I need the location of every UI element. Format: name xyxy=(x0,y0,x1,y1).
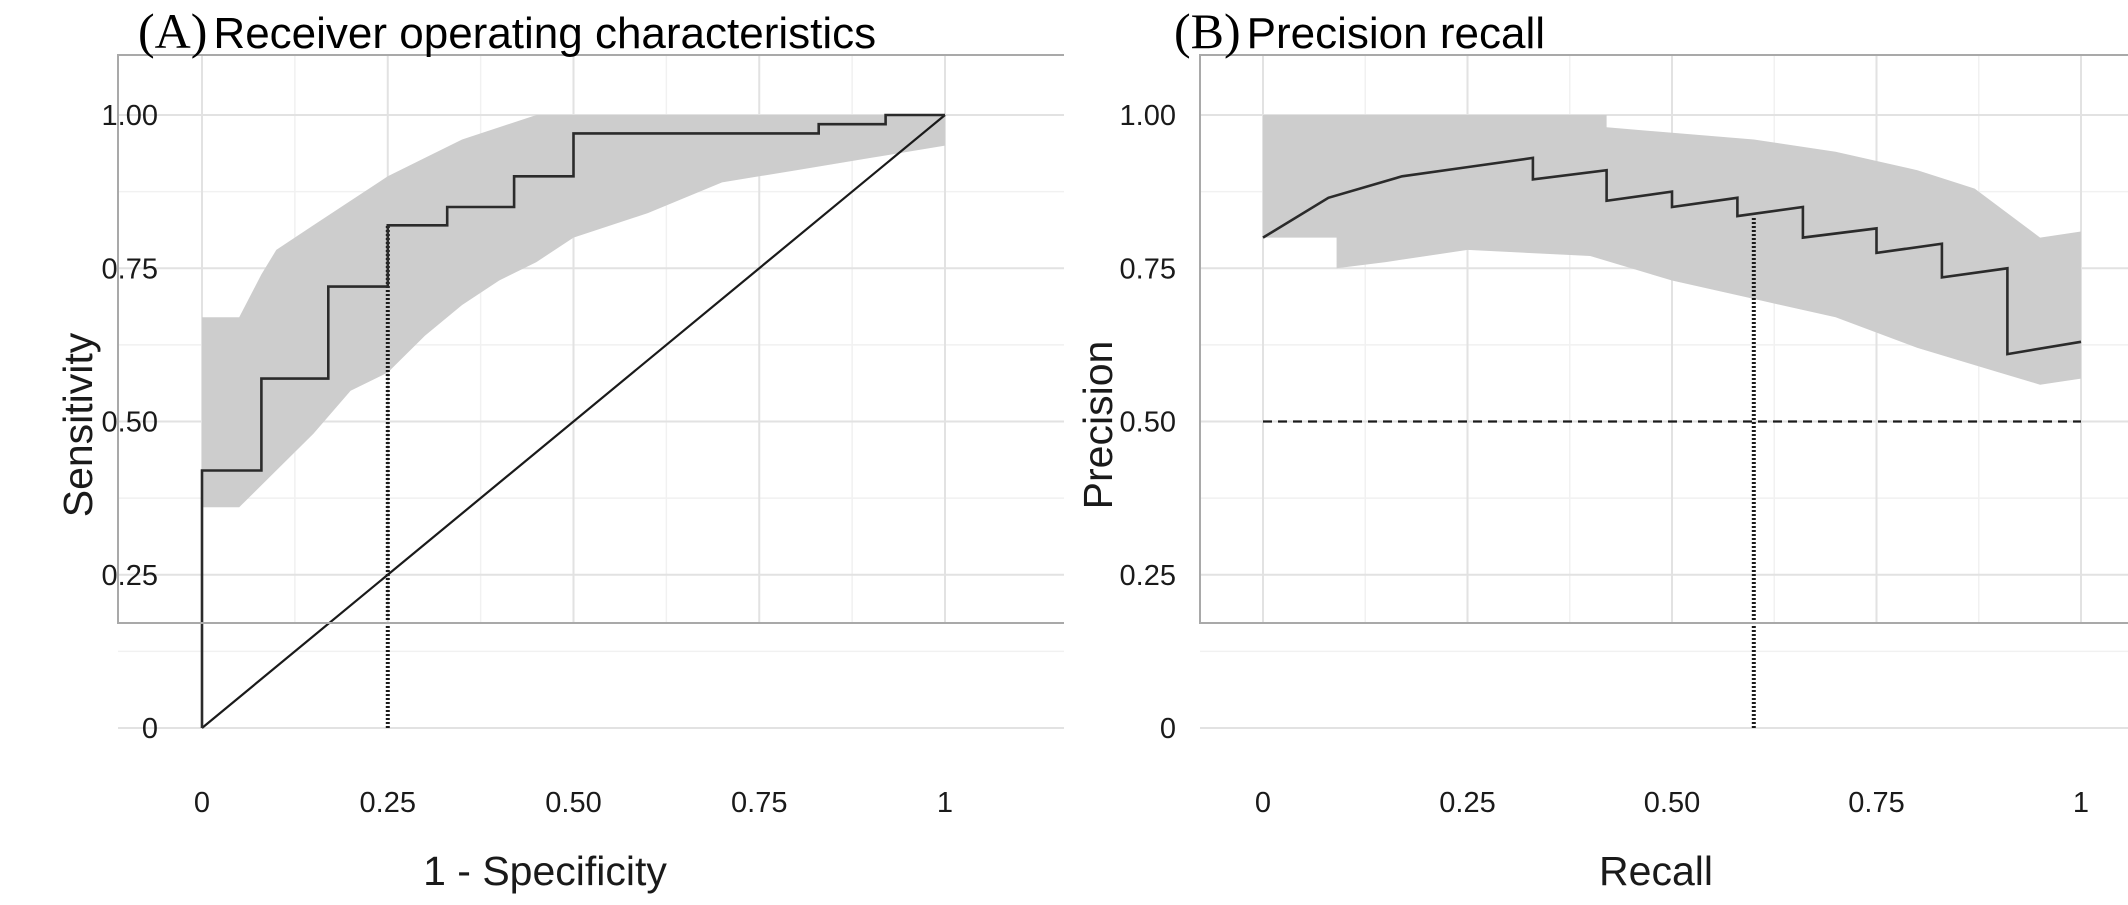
pr-curve-line xyxy=(1262,156,2082,356)
roc-confidence-band xyxy=(202,115,945,508)
pr-confidence-band xyxy=(1263,115,2081,385)
roc-reference-line-solid xyxy=(201,114,946,729)
pr-panel: 0 0.25 0.50 0.75 1 0 0.25 0.50 0.75 1.00 Recall Pre… xyxy=(1064,0,2128,905)
pr-y-tick-label: 1.00 xyxy=(1120,100,1176,132)
roc-y-tick-label: 0.25 xyxy=(102,560,158,592)
pr-y-axis-title: Precision xyxy=(1075,341,1121,510)
roc-x-axis-title: 1 - Specificity xyxy=(423,848,667,894)
roc-plot-frame xyxy=(117,54,1064,624)
roc-title: (A) Receiver operating characteristics xyxy=(138,2,876,60)
pr-x-tick-label: 1 xyxy=(2073,787,2089,819)
roc-y-tick-label: 0.75 xyxy=(102,253,158,285)
pr-x-tick-label: 0 xyxy=(1255,787,1271,819)
roc-panel-letter: (A) xyxy=(138,3,208,59)
roc-y-tick-label: 0.50 xyxy=(102,407,158,439)
roc-curve-line xyxy=(200,113,945,728)
pr-x-tick-label: 0.50 xyxy=(1644,787,1700,819)
pr-title-text: Precision recall xyxy=(1246,9,1545,58)
pr-title: (B) Precision recall xyxy=(1174,2,1545,60)
roc-x-tick-label: 0.75 xyxy=(731,787,787,819)
pr-y-tick-label: 0.50 xyxy=(1120,407,1176,439)
pr-y-tick-label: 0.25 xyxy=(1120,560,1176,592)
pr-plot-frame xyxy=(1199,54,2128,624)
pr-panel-letter: (B) xyxy=(1174,3,1241,59)
pr-chart: 0 0.25 0.50 0.75 1 0 0.25 0.50 0.75 1.00 Recall Pre… xyxy=(1075,54,2128,894)
roc-x-tick-label: 0.50 xyxy=(545,787,601,819)
roc-chart: 0 0.25 0.50 0.75 1 0 0.25 0.50 0.75 1.00 1 - Speci… xyxy=(55,54,1064,894)
roc-y-axis-title: Sensitivity xyxy=(55,332,101,517)
roc-x-tick-label: 1 xyxy=(937,787,953,819)
pr-x-axis-title: Recall xyxy=(1599,848,1713,894)
pr-x-tick-label: 0.25 xyxy=(1439,787,1495,819)
roc-panel: 0 0.25 0.50 0.75 1 0 0.25 0.50 0.75 1.00 1 - Speci… xyxy=(55,2,1064,894)
roc-y-tick-label: 1.00 xyxy=(102,100,158,132)
roc-y-tick-label: 0 xyxy=(142,713,158,745)
pr-y-tick-label: 0 xyxy=(1160,713,1176,745)
pr-x-tick-label: 0.75 xyxy=(1848,787,1904,819)
roc-x-tick-label: 0 xyxy=(194,787,210,819)
roc-x-tick-label: 0.25 xyxy=(360,787,416,819)
roc-title-text: Receiver operating characteristics xyxy=(213,9,877,58)
pr-y-tick-label: 0.75 xyxy=(1120,253,1176,285)
